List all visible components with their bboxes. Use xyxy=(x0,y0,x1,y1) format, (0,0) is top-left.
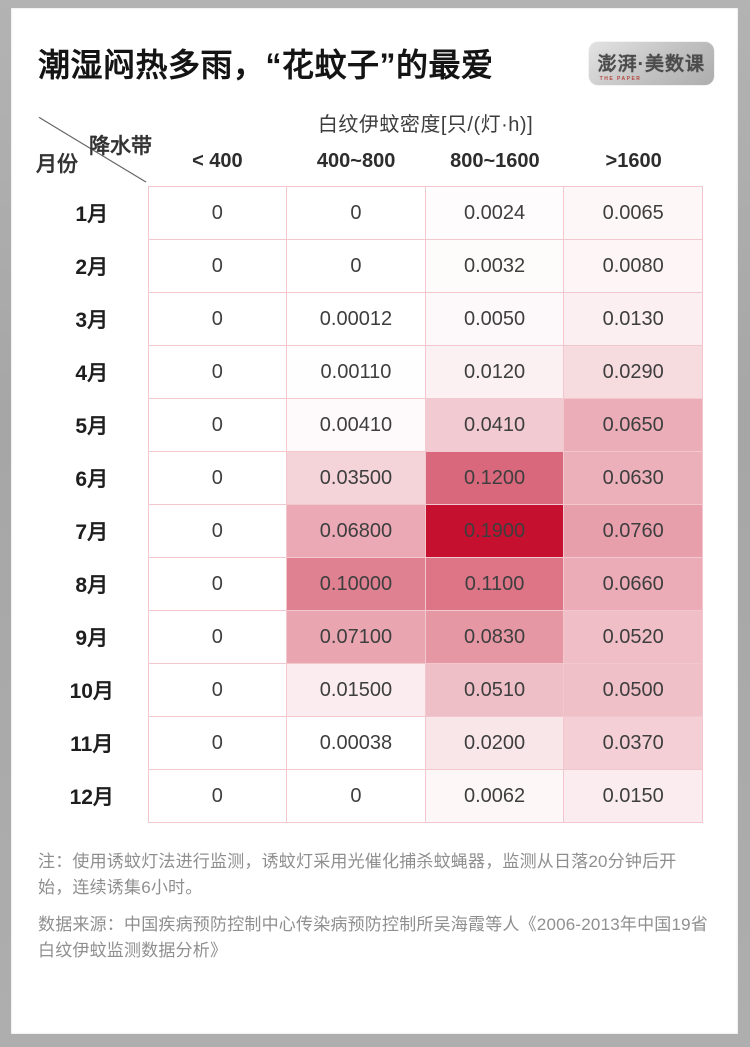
publisher-logo: 澎湃·美数课 THE PAPER xyxy=(588,41,714,85)
unit-label: 白纹伊蚊密度[只/(灯·h)] xyxy=(317,114,534,136)
column-header: 800~1600mm xyxy=(426,149,565,186)
density-cell: 0.0150 xyxy=(563,769,703,823)
density-cell: 0 xyxy=(147,292,288,346)
density-cell: 0 xyxy=(147,716,288,770)
density-cell: 0.0510 xyxy=(424,663,565,717)
density-cell: 0.00038 xyxy=(286,716,426,770)
column-range: >1600 xyxy=(605,150,662,172)
publisher-logo-subtext: THE PAPER xyxy=(599,75,642,82)
density-cell: 0.0080 xyxy=(563,239,703,293)
method-note: 注：使用诱蚊灯法进行监测，诱蚊灯采用光催化捕杀蚊蝇器，监测从日落20分钟后开始，… xyxy=(38,852,677,898)
density-cell: 0.03500 xyxy=(286,451,426,505)
table-row: 2月 0 0 0.0032 0.0080 xyxy=(36,239,703,293)
table-row: 12月 0 0 0.0062 0.0150 xyxy=(36,769,703,823)
density-cell: 0.0520 xyxy=(563,610,703,664)
density-cell: 0 xyxy=(286,239,426,293)
month-label: 5月 xyxy=(75,415,109,438)
source-note: 数据来源：中国疾病预防控制中心传染病预防控制所吴海霞等人《2006-2013年中… xyxy=(38,914,709,961)
month-label: 8月 xyxy=(75,574,109,597)
column-range: 400~800 xyxy=(316,150,396,172)
density-cell: 0.0660 xyxy=(563,557,703,611)
density-cell: 0.06800 xyxy=(286,504,426,558)
density-cell: 0.0200 xyxy=(424,716,565,770)
table-row: 11月 0 0.00038 0.0200 0.0370 xyxy=(36,716,703,770)
density-cell: 0.0830 xyxy=(424,610,565,664)
table-row: 6月 0 0.03500 0.1200 0.0630 xyxy=(36,451,703,505)
density-cell: 0 xyxy=(147,451,288,505)
table-row: 1月 0 0 0.0024 0.0065 xyxy=(36,186,703,240)
density-cell: 0.0024 xyxy=(424,186,565,240)
table-row: 9月 0 0.07100 0.0830 0.0520 xyxy=(36,610,703,664)
density-cell: 0 xyxy=(147,610,288,664)
month-label: 3月 xyxy=(75,309,109,332)
density-cell: 0 xyxy=(147,504,288,558)
infographic-card: 潮湿闷热多雨，“花蚊子”的最爱 澎湃·美数课 THE PAPER 降水带 月份 … xyxy=(11,8,738,1034)
corner-label-precipitation: 降水带 xyxy=(89,135,152,158)
density-cell: 0.0050 xyxy=(424,292,565,346)
publisher-logo-text: 澎湃·美数课 xyxy=(597,53,705,75)
density-cell: 0.0630 xyxy=(563,451,703,505)
column-range: < 400 xyxy=(192,150,243,172)
density-cell: 0.01500 xyxy=(286,663,426,717)
density-cell: 0.1200 xyxy=(424,451,565,505)
month-label: 12月 xyxy=(69,786,114,809)
data-grid: 1月 0 0 0.0024 0.0065 2月 0 0 0.0032 0.0080 3月 0 0.000… xyxy=(36,186,703,823)
footnotes: 注：使用诱蚊灯法进行监测，诱蚊灯采用光催化捕杀蚊蝇器，监测从日落20分钟后开始，… xyxy=(38,849,708,964)
density-cell: 0 xyxy=(147,239,288,293)
density-cell: 0 xyxy=(147,663,288,717)
density-cell: 0 xyxy=(286,186,426,240)
month-label: 4月 xyxy=(75,362,109,385)
density-cell: 0.00012 xyxy=(286,292,426,346)
density-cell: 0 xyxy=(147,398,288,452)
column-header: 400~800mm xyxy=(287,149,426,186)
density-cell: 0 xyxy=(147,769,288,823)
density-cell: 0.1900 xyxy=(424,504,565,558)
density-cell: 0.0290 xyxy=(563,345,703,399)
density-cell: 0.0120 xyxy=(424,345,565,399)
table-row: 7月 0 0.06800 0.1900 0.0760 xyxy=(36,504,703,558)
density-cell: 0.0760 xyxy=(563,504,703,558)
density-cell: 0.00110 xyxy=(286,345,426,399)
table-row: 10月 0 0.01500 0.0510 0.0500 xyxy=(36,663,703,717)
density-cell: 0 xyxy=(147,557,288,611)
density-cell: 0.0410 xyxy=(424,398,565,452)
month-label: 10月 xyxy=(69,680,114,703)
density-cell: 0.07100 xyxy=(286,610,426,664)
table-row: 4月 0 0.00110 0.0120 0.0290 xyxy=(36,345,703,399)
density-cell: 0.0062 xyxy=(424,769,565,823)
table-header: 降水带 月份 白纹伊蚊密度[只/(灯·h)] < 400mm400~800mm8… xyxy=(36,108,703,186)
density-cell: 0.0500 xyxy=(563,663,703,717)
month-label: 11月 xyxy=(70,733,114,756)
month-label: 6月 xyxy=(75,468,109,491)
density-cell: 0.0370 xyxy=(563,716,703,770)
density-cell: 0.00410 xyxy=(286,398,426,452)
density-cell: 0.0065 xyxy=(563,186,703,240)
density-cell: 0 xyxy=(286,769,426,823)
table-row: 3月 0 0.00012 0.0050 0.0130 xyxy=(36,292,703,346)
column-range: 800~1600 xyxy=(450,150,540,172)
page-title: 潮湿闷热多雨，“花蚊子”的最爱 xyxy=(38,47,494,83)
month-label: 7月 xyxy=(75,521,109,544)
month-label: 1月 xyxy=(75,203,109,226)
table-row: 8月 0 0.10000 0.1100 0.0660 xyxy=(36,557,703,611)
heatmap-table: 降水带 月份 白纹伊蚊密度[只/(灯·h)] < 400mm400~800mm8… xyxy=(36,108,703,823)
density-cell: 0.10000 xyxy=(286,557,426,611)
column-header: >1600mm xyxy=(564,149,703,186)
corner-cell: 降水带 月份 xyxy=(36,108,152,186)
corner-label-month: 月份 xyxy=(36,153,78,176)
density-cell: 0 xyxy=(147,345,288,399)
density-cell: 0.0032 xyxy=(424,239,565,293)
header: 潮湿闷热多雨，“花蚊子”的最爱 澎湃·美数课 THE PAPER xyxy=(11,8,738,86)
column-header: < 400mm xyxy=(148,149,287,186)
month-label: 9月 xyxy=(75,627,109,650)
density-cell: 0.1100 xyxy=(424,557,565,611)
month-label: 2月 xyxy=(75,256,109,279)
table-row: 5月 0 0.00410 0.0410 0.0650 xyxy=(36,398,703,452)
density-cell: 0 xyxy=(147,186,288,240)
density-cell: 0.0130 xyxy=(563,292,703,346)
diagonal-divider-line xyxy=(38,116,147,183)
density-cell: 0.0650 xyxy=(563,398,703,452)
column-headers: < 400mm400~800mm800~1600mm>1600mm xyxy=(148,149,703,186)
